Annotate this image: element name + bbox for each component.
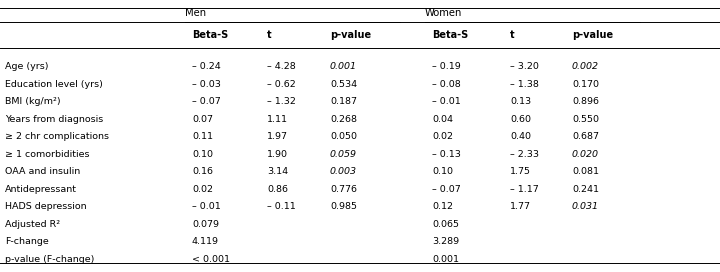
Text: 0.07: 0.07	[192, 115, 213, 124]
Text: 1.11: 1.11	[267, 115, 288, 124]
Text: 0.11: 0.11	[192, 132, 213, 141]
Text: 0.001: 0.001	[330, 62, 357, 71]
Text: Beta-S: Beta-S	[432, 30, 468, 40]
Text: BMI (kg/m²): BMI (kg/m²)	[5, 97, 60, 106]
Text: 0.079: 0.079	[192, 220, 219, 229]
Text: 4.119: 4.119	[192, 237, 219, 246]
Text: – 2.33: – 2.33	[510, 150, 539, 159]
Text: 0.050: 0.050	[330, 132, 357, 141]
Text: – 1.32: – 1.32	[267, 97, 296, 106]
Text: Women: Women	[425, 8, 462, 18]
Text: – 0.11: – 0.11	[267, 202, 296, 211]
Text: 1.77: 1.77	[510, 202, 531, 211]
Text: – 0.08: – 0.08	[432, 80, 461, 89]
Text: 0.985: 0.985	[330, 202, 357, 211]
Text: 0.776: 0.776	[330, 185, 357, 194]
Text: 0.059: 0.059	[330, 150, 357, 159]
Text: 0.896: 0.896	[572, 97, 599, 106]
Text: < 0.001: < 0.001	[192, 255, 230, 264]
Text: Age (yrs): Age (yrs)	[5, 62, 48, 71]
Text: HADS depression: HADS depression	[5, 202, 86, 211]
Text: 0.13: 0.13	[510, 97, 531, 106]
Text: – 0.24: – 0.24	[192, 62, 221, 71]
Text: 0.241: 0.241	[572, 185, 599, 194]
Text: – 1.17: – 1.17	[510, 185, 539, 194]
Text: – 4.28: – 4.28	[267, 62, 296, 71]
Text: 3.289: 3.289	[432, 237, 459, 246]
Text: – 0.13: – 0.13	[432, 150, 461, 159]
Text: – 0.19: – 0.19	[432, 62, 461, 71]
Text: – 0.03: – 0.03	[192, 80, 221, 89]
Text: 0.02: 0.02	[432, 132, 453, 141]
Text: 0.02: 0.02	[192, 185, 213, 194]
Text: 0.86: 0.86	[267, 185, 288, 194]
Text: p-value: p-value	[330, 30, 371, 40]
Text: p-value: p-value	[572, 30, 613, 40]
Text: – 0.01: – 0.01	[192, 202, 221, 211]
Text: p-value (F-change): p-value (F-change)	[5, 255, 94, 264]
Text: t: t	[267, 30, 271, 40]
Text: – 0.01: – 0.01	[432, 97, 461, 106]
Text: 1.90: 1.90	[267, 150, 288, 159]
Text: – 0.62: – 0.62	[267, 80, 296, 89]
Text: Antidepressant: Antidepressant	[5, 185, 77, 194]
Text: t: t	[510, 30, 515, 40]
Text: 1.97: 1.97	[267, 132, 288, 141]
Text: 0.12: 0.12	[432, 202, 453, 211]
Text: ≥ 1 comorbidities: ≥ 1 comorbidities	[5, 150, 89, 159]
Text: 3.14: 3.14	[267, 167, 288, 176]
Text: Men: Men	[185, 8, 206, 18]
Text: 0.40: 0.40	[510, 132, 531, 141]
Text: 0.687: 0.687	[572, 132, 599, 141]
Text: 0.187: 0.187	[330, 97, 357, 106]
Text: ≥ 2 chr complications: ≥ 2 chr complications	[5, 132, 109, 141]
Text: 0.031: 0.031	[572, 202, 599, 211]
Text: Adjusted R²: Adjusted R²	[5, 220, 60, 229]
Text: Education level (yrs): Education level (yrs)	[5, 80, 103, 89]
Text: 0.16: 0.16	[192, 167, 213, 176]
Text: – 0.07: – 0.07	[192, 97, 221, 106]
Text: 0.081: 0.081	[572, 167, 599, 176]
Text: 0.550: 0.550	[572, 115, 599, 124]
Text: Years from diagnosis: Years from diagnosis	[5, 115, 103, 124]
Text: F-change: F-change	[5, 237, 49, 246]
Text: 0.001: 0.001	[432, 255, 459, 264]
Text: 0.534: 0.534	[330, 80, 357, 89]
Text: 1.75: 1.75	[510, 167, 531, 176]
Text: 0.002: 0.002	[572, 62, 599, 71]
Text: 0.60: 0.60	[510, 115, 531, 124]
Text: 0.065: 0.065	[432, 220, 459, 229]
Text: 0.268: 0.268	[330, 115, 357, 124]
Text: 0.003: 0.003	[330, 167, 357, 176]
Text: Beta-S: Beta-S	[192, 30, 228, 40]
Text: 0.10: 0.10	[432, 167, 453, 176]
Text: 0.020: 0.020	[572, 150, 599, 159]
Text: 0.170: 0.170	[572, 80, 599, 89]
Text: – 3.20: – 3.20	[510, 62, 539, 71]
Text: 0.10: 0.10	[192, 150, 213, 159]
Text: 0.04: 0.04	[432, 115, 453, 124]
Text: – 1.38: – 1.38	[510, 80, 539, 89]
Text: OAA and insulin: OAA and insulin	[5, 167, 80, 176]
Text: – 0.07: – 0.07	[432, 185, 461, 194]
